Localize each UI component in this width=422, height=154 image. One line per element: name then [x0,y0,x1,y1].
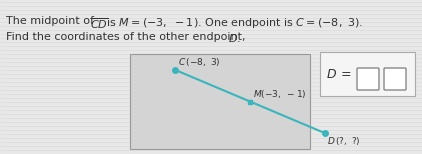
Text: The midpoint of: The midpoint of [6,16,97,26]
Text: is $M = (-3,\ -1)$. One endpoint is $C = (-8,\ 3)$.: is $M = (-3,\ -1)$. One endpoint is $C =… [103,16,363,30]
Text: $M(-3,\ -1)$: $M(-3,\ -1)$ [253,87,307,99]
FancyBboxPatch shape [357,68,379,90]
FancyBboxPatch shape [130,54,310,149]
Text: $D$.: $D$. [228,32,241,44]
Text: $D\,=$: $D\,=$ [326,67,352,81]
Text: $C\,(-8,\ 3)$: $C\,(-8,\ 3)$ [178,56,221,68]
Text: Find the coordinates of the other endpoint,: Find the coordinates of the other endpoi… [6,32,249,42]
FancyBboxPatch shape [320,52,415,96]
Text: $\overline{CD}$: $\overline{CD}$ [90,16,108,31]
Text: $D\,(?,\ ?)$: $D\,(?,\ ?)$ [327,135,361,147]
FancyBboxPatch shape [384,68,406,90]
